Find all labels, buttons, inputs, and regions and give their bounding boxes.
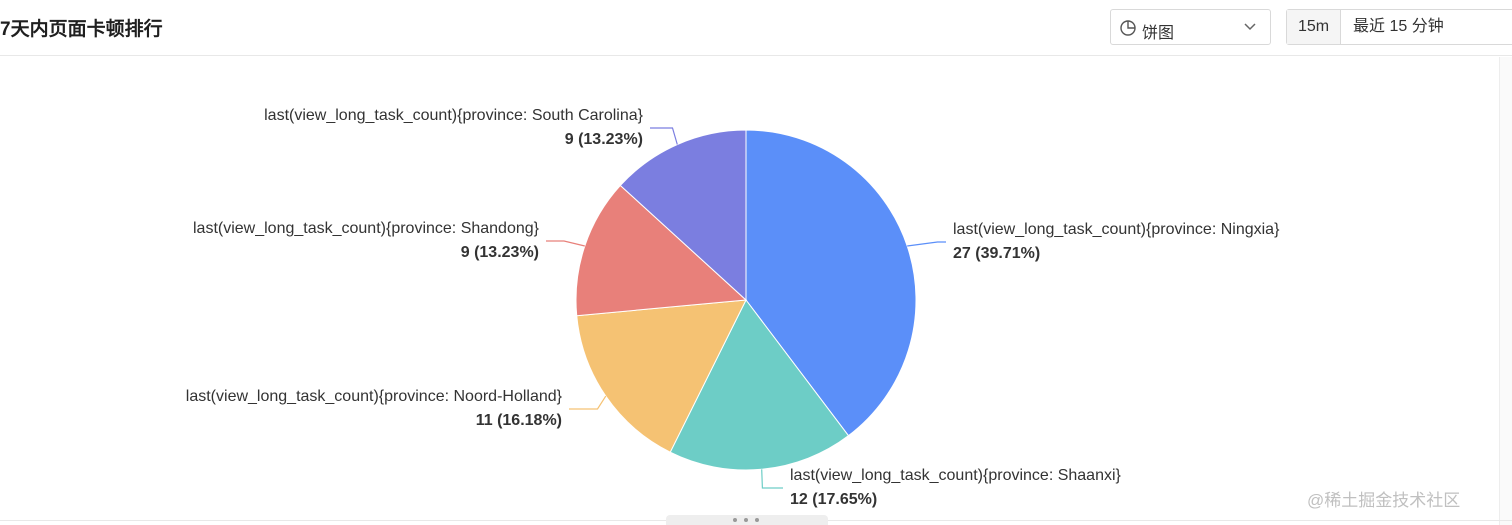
slice-label-value: 27 (39.71%): [953, 245, 1040, 262]
slice-label-value: 12 (17.65%): [790, 491, 877, 508]
vertical-scrollbar[interactable]: [1499, 57, 1512, 525]
pie-slice[interactable]: [745, 129, 917, 437]
slice-label-name: last(view_long_task_count){province: Sha…: [193, 220, 540, 237]
time-range-label[interactable]: 最近 15 分钟: [1353, 18, 1444, 35]
watermark: @稀土掘金技术社区: [1307, 491, 1461, 510]
time-range-picker: 15m 最近 15 分钟: [1286, 9, 1512, 45]
slice-label-name: last(view_long_task_count){province: Noo…: [186, 388, 563, 405]
slice-label-value: 9 (13.23%): [565, 131, 643, 148]
chart-type-value: 饼图: [1142, 25, 1175, 42]
slice-label-name: last(view_long_task_count){province: Sou…: [264, 107, 644, 124]
leader-line: [761, 469, 783, 489]
grip-dot: [744, 518, 748, 522]
slice-label-name: last(view_long_task_count){province: Sha…: [790, 467, 1122, 484]
leader-line: [907, 241, 946, 247]
time-interval-button[interactable]: 15m: [1287, 10, 1341, 44]
leader-line: [569, 395, 607, 410]
slice-label-value: 9 (13.23%): [461, 244, 539, 261]
pie-slice[interactable]: [669, 299, 850, 471]
leader-line: [650, 127, 678, 145]
chart-type-select[interactable]: 饼图: [1110, 9, 1271, 45]
panel-title: 7天内页面卡顿排行: [0, 19, 163, 40]
grip-dot: [733, 518, 737, 522]
slice-label-value: 11 (16.18%): [476, 412, 562, 429]
leader-line: [546, 240, 585, 247]
panel-header: 7天内页面卡顿排行 饼图 15m 最近 15 分钟: [0, 0, 1512, 56]
pie-chart-icon: [1120, 20, 1136, 36]
chevron-down-icon: [1244, 23, 1256, 31]
slice-label-name: last(view_long_task_count){province: Nin…: [953, 221, 1280, 238]
pie-slice[interactable]: [575, 184, 748, 317]
panel-resize-handle[interactable]: [666, 515, 828, 525]
grip-dot: [755, 518, 759, 522]
